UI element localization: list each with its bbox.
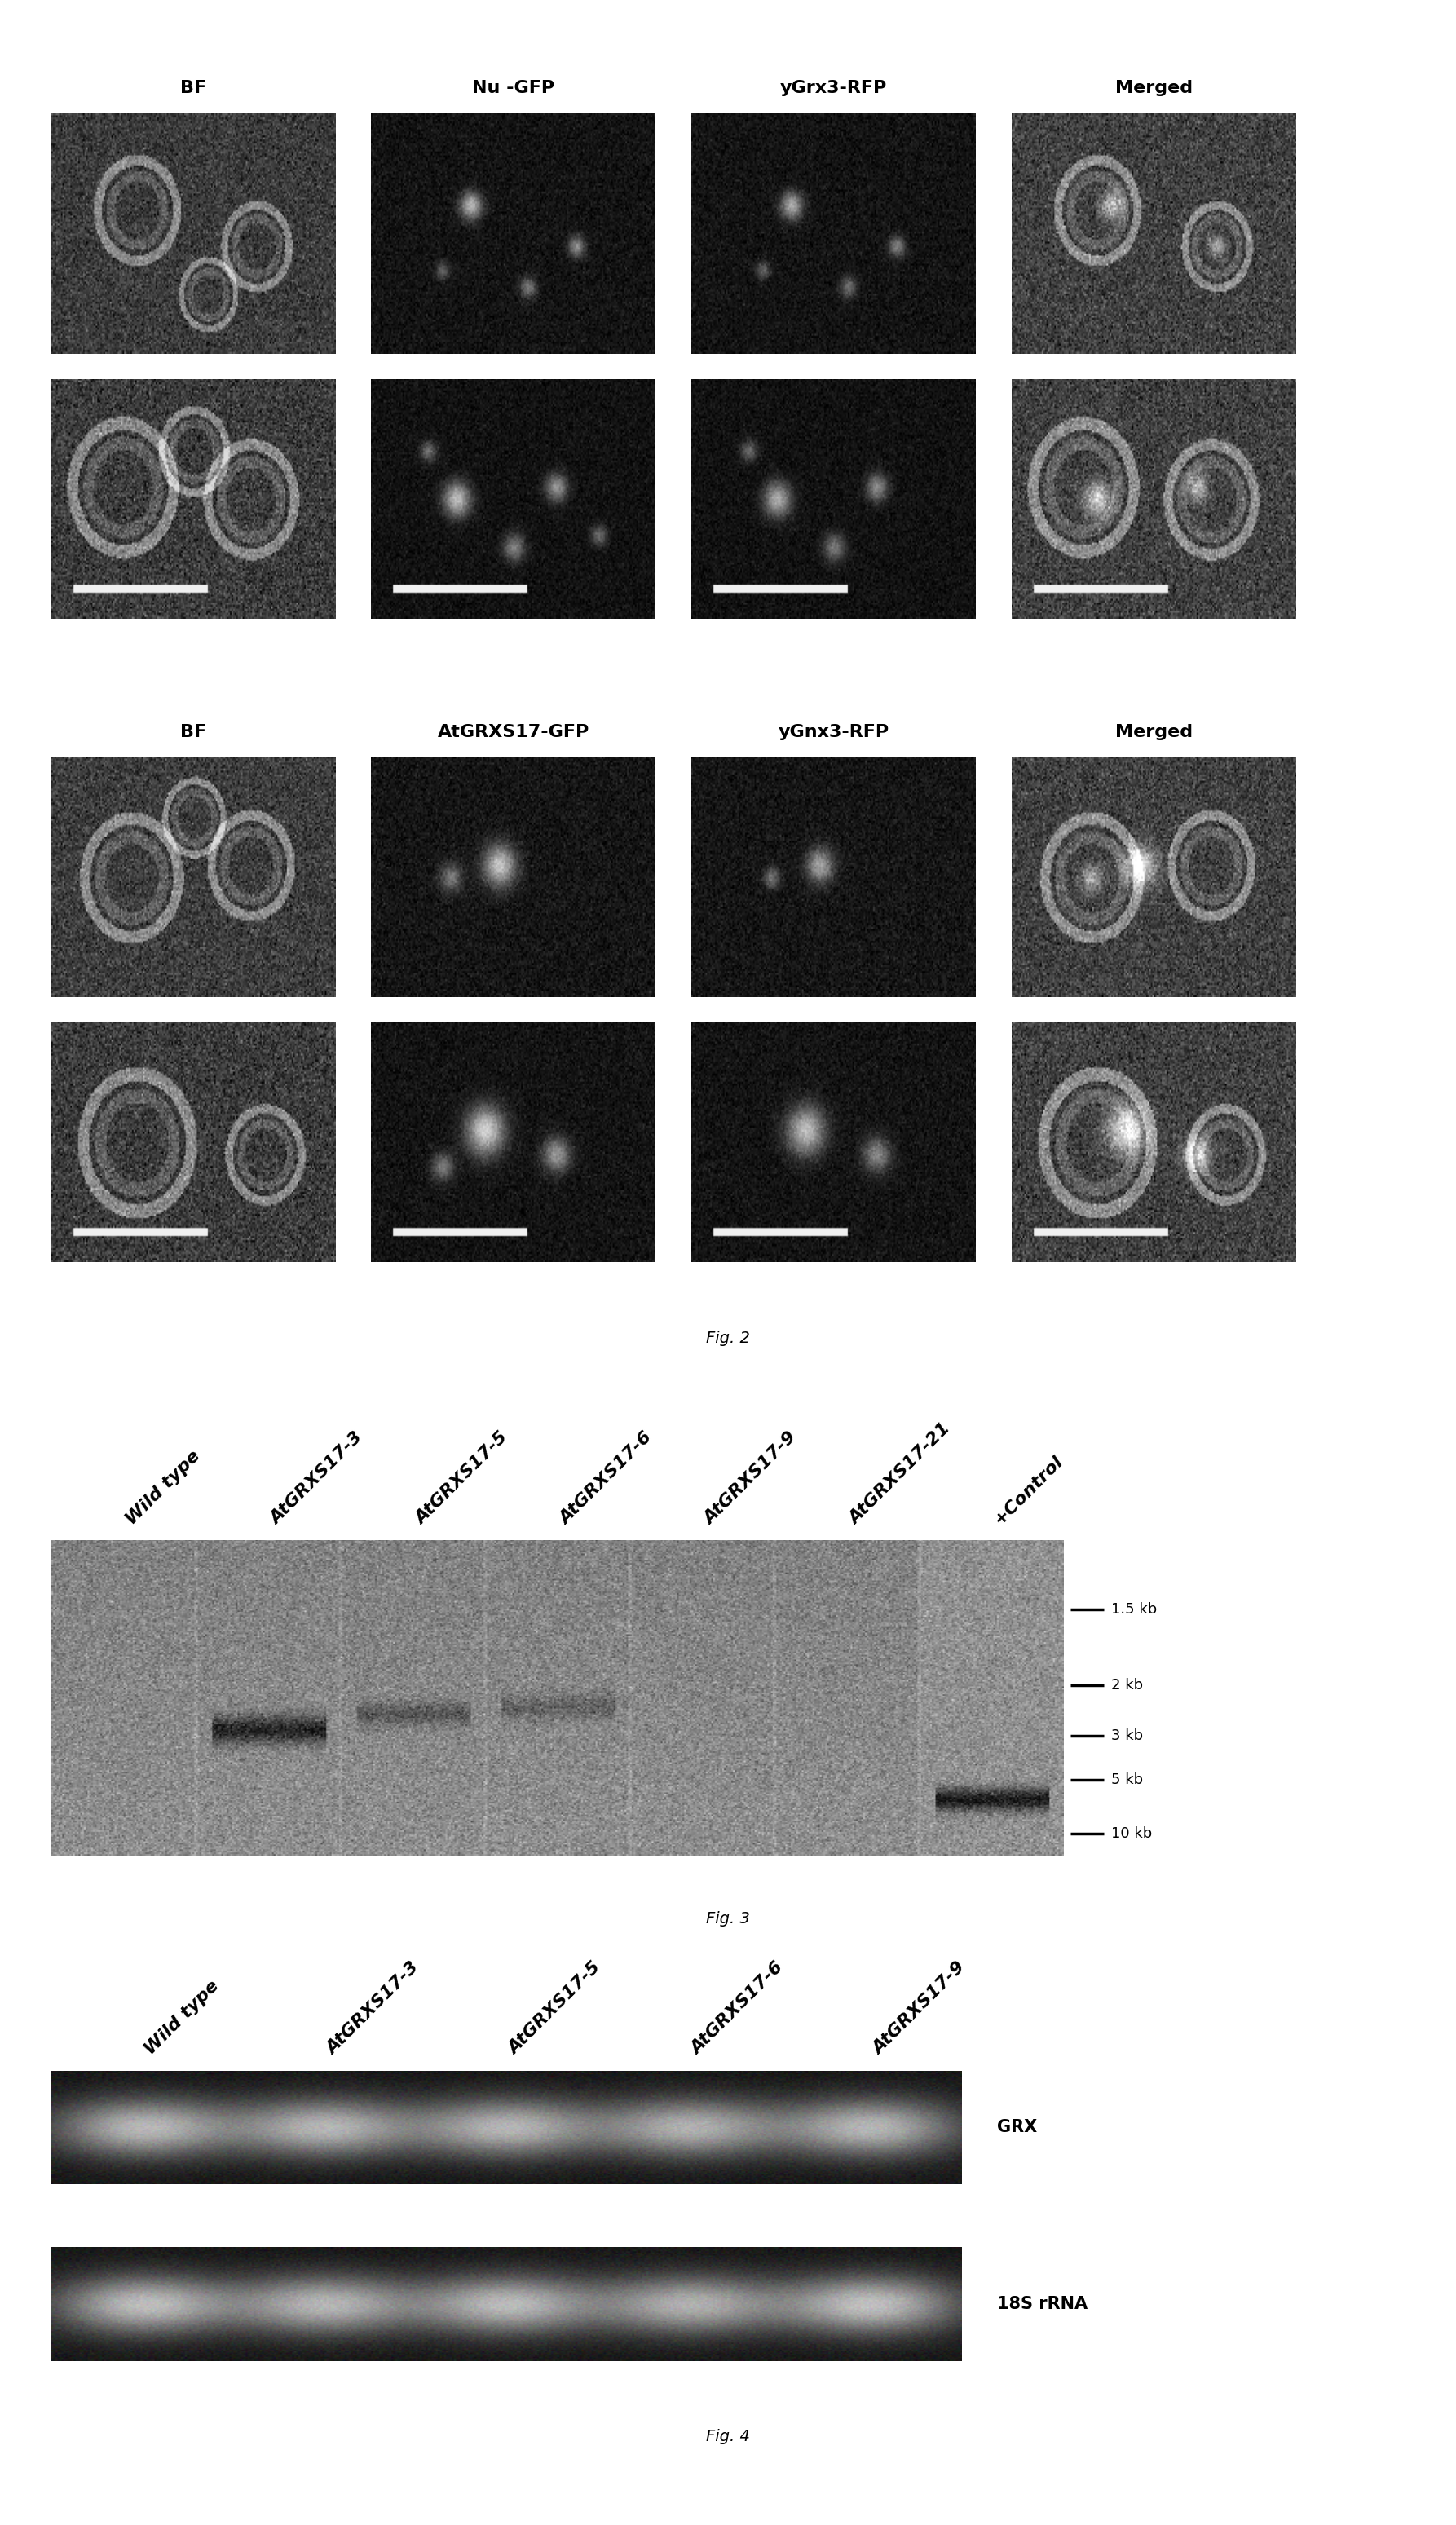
Text: AtGRXS17-3: AtGRXS17-3 [268, 1429, 367, 1528]
Text: AtGRXS17-GFP: AtGRXS17-GFP [437, 725, 590, 740]
Text: Merged: Merged [1115, 725, 1192, 740]
Text: AtGRXS17-5: AtGRXS17-5 [412, 1429, 511, 1528]
Text: yGnx3-RFP: yGnx3-RFP [778, 725, 890, 740]
Text: Fig. 4: Fig. 4 [706, 2429, 750, 2444]
Text: AtGRXS17-5: AtGRXS17-5 [507, 1959, 604, 2058]
Text: 2 kb: 2 kb [1111, 1679, 1143, 1692]
Text: yGrx3-RFP: yGrx3-RFP [780, 81, 887, 96]
Text: AtGRXS17-3: AtGRXS17-3 [323, 1959, 422, 2058]
Text: BF: BF [181, 725, 205, 740]
Text: AtGRXS17-9: AtGRXS17-9 [871, 1959, 968, 2058]
Text: Fig. 2: Fig. 2 [706, 1331, 750, 1346]
Text: Nu -GFP: Nu -GFP [472, 81, 555, 96]
Text: 10 kb: 10 kb [1111, 1826, 1152, 1841]
Text: GRX: GRX [997, 2118, 1038, 2136]
Text: 1.5 kb: 1.5 kb [1111, 1603, 1156, 1616]
Text: +Control: +Control [990, 1452, 1066, 1528]
Text: 5 kb: 5 kb [1111, 1773, 1143, 1788]
Text: 3 kb: 3 kb [1111, 1730, 1143, 1742]
Text: AtGRXS17-6: AtGRXS17-6 [556, 1429, 655, 1528]
Text: Merged: Merged [1115, 81, 1192, 96]
Text: AtGRXS17-9: AtGRXS17-9 [702, 1429, 799, 1528]
Text: AtGRXS17-6: AtGRXS17-6 [689, 1959, 786, 2058]
Text: Wild type: Wild type [143, 1977, 223, 2058]
Text: 18S rRNA: 18S rRNA [997, 2295, 1088, 2313]
Text: Wild type: Wild type [124, 1447, 204, 1528]
Text: BF: BF [181, 81, 205, 96]
Text: Fig. 3: Fig. 3 [706, 1911, 750, 1927]
Text: AtGRXS17-21: AtGRXS17-21 [846, 1419, 954, 1528]
